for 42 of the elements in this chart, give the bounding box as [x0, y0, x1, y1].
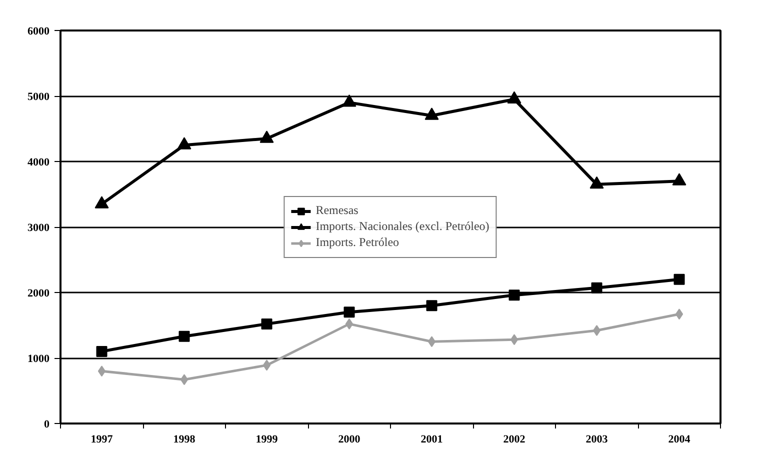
point	[262, 360, 271, 371]
x-tick-label: 2003	[586, 434, 608, 446]
point	[98, 366, 106, 377]
point	[342, 94, 356, 107]
point	[178, 330, 190, 342]
y-tick-label: 6000	[28, 26, 50, 38]
x-tick-label: 1999	[256, 434, 278, 446]
x-tick-label: 2001	[420, 434, 443, 446]
point	[507, 91, 522, 104]
point	[675, 308, 684, 320]
legend-label: Remesas	[316, 202, 358, 218]
y-tick-label: 0	[44, 418, 50, 430]
point	[180, 374, 188, 386]
y-tick-label: 2000	[28, 288, 50, 300]
point	[428, 336, 436, 348]
y-tick-label: 3000	[28, 222, 50, 234]
point	[591, 282, 602, 294]
point	[510, 334, 518, 346]
point	[590, 176, 604, 189]
x-tick-label: 2000	[338, 434, 361, 446]
legend-label: Imports. Nacionales (excl. Petróleo)	[316, 218, 490, 234]
x-tick-label: 2002	[503, 434, 526, 446]
x-tick-label: 1997	[90, 434, 114, 446]
y-tick-label: 1000	[28, 353, 50, 365]
y-tick-label: 5000	[28, 91, 50, 103]
point	[261, 318, 272, 330]
point	[424, 108, 439, 120]
point	[96, 346, 108, 357]
legend-label: Imports. Petróleo	[316, 234, 400, 250]
point	[672, 173, 686, 186]
x-tick-label: 1998	[173, 434, 196, 446]
point	[344, 306, 355, 318]
point	[177, 137, 192, 150]
point	[426, 300, 438, 312]
point	[508, 290, 520, 301]
x-tick-label: 2004	[668, 434, 691, 446]
point	[674, 274, 685, 285]
y-tick-label: 4000	[28, 156, 50, 168]
point	[592, 324, 601, 336]
point	[260, 130, 274, 143]
point	[94, 196, 109, 208]
point	[345, 318, 354, 330]
